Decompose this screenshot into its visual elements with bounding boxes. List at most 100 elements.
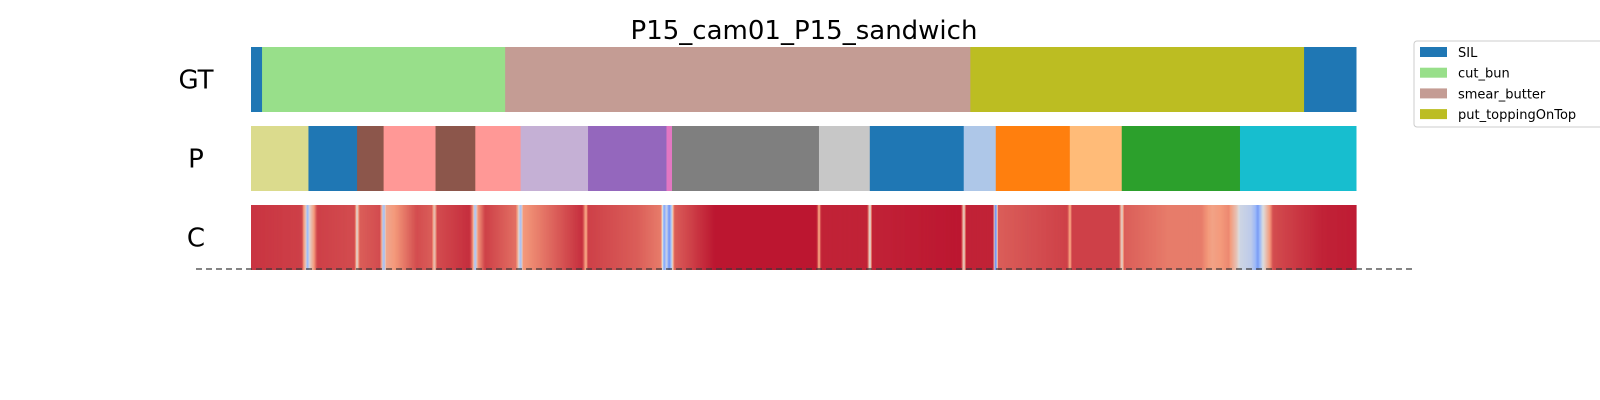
confidence-strip xyxy=(1141,205,1144,270)
confidence-strip xyxy=(1028,205,1031,270)
confidence-strip xyxy=(1058,205,1061,270)
confidence-strip xyxy=(1243,205,1245,270)
confidence-strip xyxy=(868,205,871,270)
confidence-strip xyxy=(1060,205,1063,270)
confidence-strip xyxy=(378,205,380,270)
confidence-strip xyxy=(403,205,406,270)
confidence-strip xyxy=(595,205,598,270)
confidence-strip xyxy=(433,205,436,270)
confidence-strip xyxy=(480,205,483,270)
confidence-strip xyxy=(1026,205,1029,270)
confidence-strip xyxy=(845,205,848,270)
confidence-strip xyxy=(449,205,452,270)
confidence-strip xyxy=(573,205,576,270)
confidence-strip xyxy=(490,205,493,270)
confidence-strip xyxy=(1169,205,1171,270)
confidence-strip xyxy=(386,205,389,270)
confidence-strip xyxy=(1013,205,1016,270)
segment xyxy=(262,47,506,112)
confidence-strip xyxy=(1183,205,1186,270)
confidence-strip xyxy=(710,205,713,270)
confidence-strip xyxy=(512,205,515,270)
confidence-strip xyxy=(346,205,348,270)
confidence-strip xyxy=(592,205,595,270)
confidence-strip xyxy=(914,205,916,270)
confidence-strip xyxy=(997,205,1000,270)
confidence-strip xyxy=(818,205,821,270)
segment xyxy=(970,47,1305,112)
confidence-strip xyxy=(544,205,547,270)
confidence-strip xyxy=(1109,205,1112,270)
confidence-strip xyxy=(357,205,359,270)
confidence-strip xyxy=(1053,205,1055,270)
confidence-strip xyxy=(448,205,451,270)
confidence-strip xyxy=(1209,205,1211,270)
confidence-strip xyxy=(707,205,710,270)
confidence-strip xyxy=(407,205,410,270)
confidence-strip xyxy=(1284,205,1286,270)
confidence-strip xyxy=(742,205,745,270)
confidence-strip xyxy=(921,205,924,270)
confidence-strip xyxy=(415,205,418,270)
confidence-strip xyxy=(690,205,693,270)
confidence-strip xyxy=(701,205,704,270)
confidence-strip xyxy=(302,205,305,270)
confidence-strip xyxy=(477,205,480,270)
confidence-strip xyxy=(720,205,723,270)
confidence-strip xyxy=(295,205,297,270)
confidence-strip xyxy=(910,205,913,270)
confidence-strip xyxy=(549,205,552,270)
confidence-strip xyxy=(431,205,433,270)
confidence-strip xyxy=(399,205,401,270)
confidence-strip xyxy=(678,205,681,270)
confidence-strip xyxy=(1239,205,1242,270)
confidence-strip xyxy=(585,205,588,270)
confidence-strip xyxy=(662,205,664,270)
confidence-strip xyxy=(1253,205,1255,270)
confidence-strip xyxy=(857,205,860,270)
confidence-strip xyxy=(571,205,574,270)
confidence-strip xyxy=(1160,205,1163,270)
segment xyxy=(435,126,476,191)
confidence-strip xyxy=(1248,205,1251,270)
confidence-strip xyxy=(508,205,511,270)
confidence-strip xyxy=(683,205,685,270)
confidence-strip xyxy=(780,205,782,270)
confidence-strip xyxy=(706,205,708,270)
confidence-strip xyxy=(936,205,938,270)
confidence-strip xyxy=(873,205,875,270)
confidence-strip xyxy=(1073,205,1075,270)
confidence-strip xyxy=(1139,205,1142,270)
confidence-strip xyxy=(1247,205,1250,270)
confidence-strip xyxy=(374,205,377,270)
confidence-strip xyxy=(631,205,633,270)
confidence-strip xyxy=(652,205,654,270)
confidence-strip xyxy=(981,205,984,270)
confidence-strip xyxy=(458,205,461,270)
confidence-strip xyxy=(1164,205,1167,270)
confidence-strip xyxy=(395,205,398,270)
confidence-strip xyxy=(1021,205,1023,270)
confidence-strip xyxy=(984,205,987,270)
confidence-strip xyxy=(475,205,478,270)
confidence-strip xyxy=(904,205,906,270)
confidence-strip xyxy=(774,205,777,270)
confidence-strip xyxy=(666,205,669,270)
confidence-strip xyxy=(862,205,864,270)
confidence-strip xyxy=(704,205,706,270)
confidence-strip xyxy=(731,205,734,270)
confidence-strip xyxy=(492,205,495,270)
confidence-strip xyxy=(525,205,527,270)
confidence-strip xyxy=(265,205,268,270)
confidence-strip xyxy=(644,205,647,270)
confidence-strip xyxy=(687,205,690,270)
confidence-strip xyxy=(559,205,561,270)
confidence-strip xyxy=(539,205,542,270)
confidence-strip xyxy=(711,205,714,270)
confidence-strip xyxy=(982,205,985,270)
confidence-strip xyxy=(298,205,301,270)
confidence-strip xyxy=(1277,205,1280,270)
confidence-strip xyxy=(1104,205,1106,270)
confidence-strip xyxy=(1067,205,1070,270)
confidence-strip xyxy=(1341,205,1344,270)
